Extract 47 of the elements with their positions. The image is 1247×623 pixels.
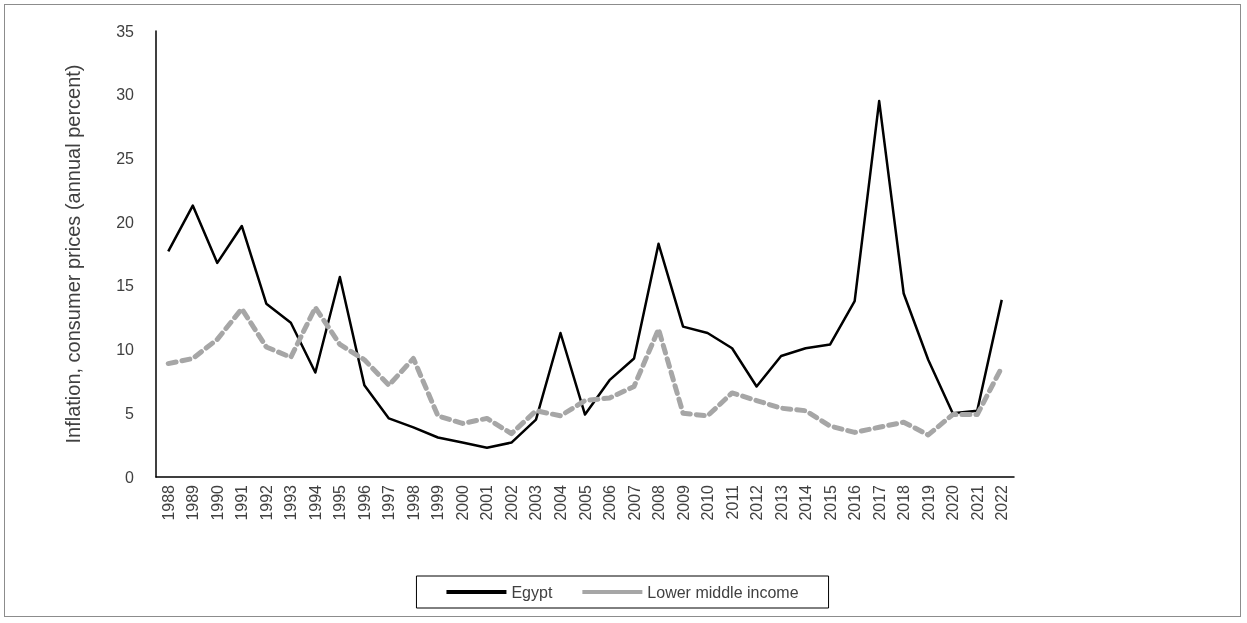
x-tick-label: 2012 (748, 484, 766, 521)
x-tick-label: 1994 (306, 484, 324, 521)
y-tick-label: 30 (116, 86, 135, 104)
x-tick-label: 2017 (870, 484, 888, 521)
x-tick-label: 1996 (355, 484, 373, 521)
x-tick-label: 1991 (233, 484, 251, 521)
x-tick-label: 2014 (797, 484, 815, 521)
legend-label: Egypt (511, 583, 553, 601)
x-tick-label: 1999 (429, 484, 447, 521)
x-tick-label: 2015 (821, 484, 839, 521)
x-tick-label: 2003 (527, 484, 545, 521)
x-tick-label: 2005 (576, 484, 594, 521)
x-tick-label: 2009 (674, 484, 692, 521)
x-tick-label: 1988 (159, 484, 177, 521)
x-tick-label: 2013 (772, 484, 790, 521)
line-series (167, 99, 1003, 449)
y-tick-label: 5 (125, 404, 135, 422)
legend-label: Lower middle income (647, 583, 799, 601)
x-tick-label: 2001 (478, 484, 496, 521)
x-tick-label: 1998 (404, 484, 422, 521)
x-tick-label: 1990 (208, 484, 226, 521)
y-tick-label: 10 (116, 341, 135, 359)
y-tick-label: 35 (116, 22, 135, 40)
y-tick-label: 25 (116, 149, 135, 167)
x-tick-label: 2000 (453, 484, 471, 521)
x-tick-label: 2008 (650, 484, 668, 521)
x-tick-label: 2007 (625, 484, 643, 521)
x-tick-label: 2019 (919, 484, 937, 521)
x-tick-label: 1995 (331, 484, 349, 521)
x-tick-label: 2004 (551, 484, 569, 521)
x-tick-label: 2022 (993, 484, 1011, 521)
x-tick-label: 1997 (380, 484, 398, 521)
x-tick-label: 1992 (257, 484, 275, 521)
y-tick-label: 20 (116, 213, 135, 231)
x-tick-label: 2018 (895, 484, 913, 521)
x-tick-label: 2011 (723, 484, 741, 520)
y-axis-title: Inflation, consumer prices (annual percent) (62, 64, 84, 444)
x-tick-label: 2020 (944, 484, 962, 521)
x-tick-label: 1993 (282, 484, 300, 521)
y-tick-label: 15 (116, 277, 135, 295)
x-tick-label: 1989 (184, 484, 202, 521)
x-tick-label: 2006 (601, 484, 619, 521)
x-tick-label: 2021 (968, 484, 986, 521)
x-tick-label: 2002 (502, 484, 520, 521)
y-tick-label: 0 (125, 468, 135, 486)
x-tick-label: 2016 (846, 484, 864, 521)
x-tick-label: 2010 (699, 484, 717, 521)
